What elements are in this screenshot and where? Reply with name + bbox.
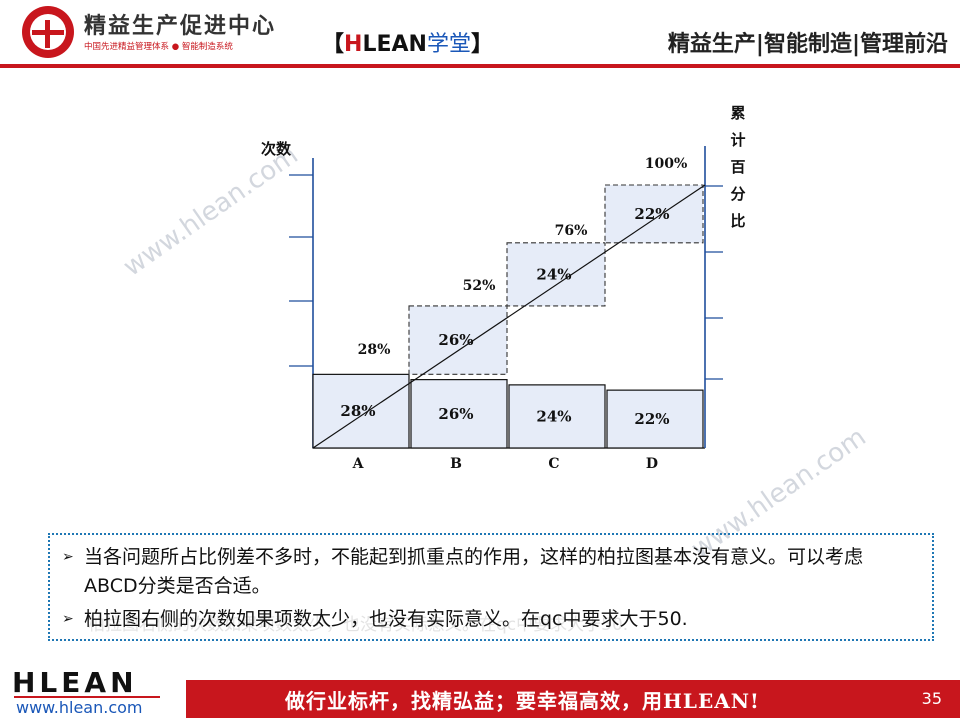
footer-slogan: 做行业标杆，找精弘益；要幸福高效，用HLEAN! <box>285 689 760 713</box>
header: 精益生产促进中心 中国先进精益管理体系 ● 智能制造系统 【HLEAN学堂】 精… <box>0 0 960 70</box>
category-tick-label: B <box>450 456 462 472</box>
cumulative-box-label: 26% <box>438 331 473 349</box>
arrow-bullet-icon: ➢ <box>62 549 74 565</box>
category-tick-label: C <box>548 456 559 472</box>
y2-axis-label-char: 分 <box>730 185 745 203</box>
category-tick-label: A <box>352 456 365 472</box>
bar-value-label: 24% <box>536 407 571 425</box>
header-divider <box>0 64 960 68</box>
bar-value-label: 28% <box>340 402 375 420</box>
cumulative-box-label: 24% <box>536 265 571 283</box>
cumulative-label: 100% <box>645 156 688 172</box>
bar <box>312 373 410 449</box>
cumulative-label: 28% <box>358 342 391 358</box>
note-text: 柏拉图右侧的次数如果项数太少，也没有实际意义。在qc中要求大于50. <box>84 608 688 630</box>
y2-axis-label-char: 累 <box>730 104 745 122</box>
footer: HLEAN www.hlean.com 做行业标杆，找精弘益；要幸福高效，用HL… <box>0 666 960 720</box>
cumulative-box <box>408 305 508 375</box>
footer-url[interactable]: www.hlean.com <box>16 698 143 717</box>
y2-axis-label-char: 比 <box>730 212 745 230</box>
cumulative-box <box>604 184 704 244</box>
brand-bracket-right: 】 <box>470 32 493 57</box>
footer-logo: HLEAN <box>12 666 138 699</box>
cumulative-box-label: 22% <box>634 205 669 223</box>
page-number: 35 <box>921 689 942 708</box>
category-tick-label: D <box>646 456 658 472</box>
notes-box: ➢ 当各问题所占比例差不多时，不能起到抓重点的作用，这样的柏拉图基本没有意义。可以… <box>48 533 934 641</box>
note-item: ➢ 当各问题所占比例差不多时，不能起到抓重点的作用，这样的柏拉图基本没有意义。可以… <box>62 543 922 601</box>
cumulative-label: 52% <box>463 278 496 294</box>
bar <box>606 389 704 449</box>
org-name: 精益生产促进中心 <box>84 14 277 39</box>
bar <box>508 384 606 449</box>
brand-lean: LEAN <box>362 32 427 57</box>
brand-xuetang: 学堂 <box>426 32 471 57</box>
footer-bar: 做行业标杆，找精弘益；要幸福高效，用HLEAN! 35 <box>186 680 960 718</box>
logo-icon <box>22 6 74 58</box>
cumulative-label: 76% <box>555 223 588 239</box>
footer-logo-line <box>14 696 160 698</box>
y2-axis-label-char: 百 <box>730 158 745 176</box>
cumulative-line <box>312 184 706 449</box>
org-subtitle: 中国先进精益管理体系 ● 智能制造系统 <box>84 42 233 52</box>
y2-axis-label-char: 计 <box>730 131 745 149</box>
arrow-bullet-icon: ➢ <box>62 611 74 627</box>
y-axis-label: 次数 <box>261 140 292 158</box>
tagline: 精益生产|智能制造|管理前沿 <box>667 32 948 57</box>
brand-title: 【HLEAN学堂】 <box>322 26 493 58</box>
brand-bracket-left: 【 <box>322 32 345 57</box>
note-item: ➢ 柏拉图右侧的次数如果项数太少，也没有实际意义。在qc中要求大于50. <box>62 605 922 634</box>
cumulative-box <box>506 242 606 307</box>
brand-h: H <box>344 32 363 57</box>
note-text: 当各问题所占比例差不多时，不能起到抓重点的作用，这样的柏拉图基本没有意义。可以考… <box>84 546 864 597</box>
bar-value-label: 26% <box>438 405 473 423</box>
bar <box>410 379 508 449</box>
ghost-text: 柏拉图右侧的次数如果项数太少，也没有实际意义。在qc中要求大于50. <box>88 615 629 635</box>
bar-value-label: 22% <box>634 410 669 428</box>
